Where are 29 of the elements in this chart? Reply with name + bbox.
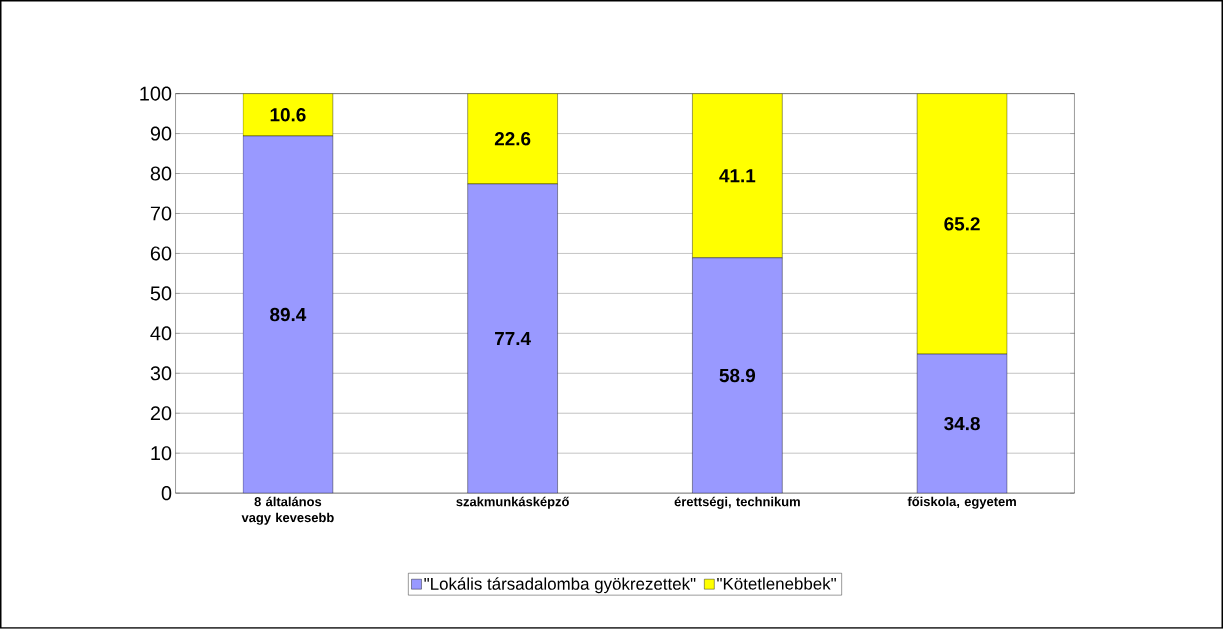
data-label: 34.8 xyxy=(944,417,980,431)
y-tick-label: 90 xyxy=(150,126,172,141)
legend-label: "Kötetlenebbek" xyxy=(717,577,836,590)
y-tick-label: 40 xyxy=(150,326,172,341)
y-tick-label: 70 xyxy=(150,206,172,221)
x-tick-label: szakmunkásképző xyxy=(456,496,569,509)
data-label: 22.6 xyxy=(494,132,531,146)
data-label: 77.4 xyxy=(495,332,531,346)
y-tick-label: 30 xyxy=(150,366,172,381)
data-label: 89.4 xyxy=(270,308,307,322)
x-tick-label: érettségi, technikum xyxy=(674,496,800,510)
bar xyxy=(242,135,334,494)
y-tick-label: 10 xyxy=(151,446,172,461)
data-label: 58.9 xyxy=(719,368,756,383)
x-tick-label: főiskola, egyetem xyxy=(907,496,1016,509)
bar xyxy=(467,183,558,494)
y-tick-label: 20 xyxy=(150,406,172,421)
data-label: 41.1 xyxy=(719,169,756,183)
y-tick-label: 80 xyxy=(150,166,172,181)
x-tick-label: 8 általános vagy kevesebb xyxy=(241,496,334,525)
legend-label: "Lokális társadalomba gyökrezettek" xyxy=(424,577,696,594)
data-label: 10.6 xyxy=(270,108,306,122)
y-tick-label: 0 xyxy=(161,486,172,501)
data-label: 65.2 xyxy=(944,217,980,231)
y-tick-label: 50 xyxy=(150,286,172,301)
bar xyxy=(692,257,783,494)
y-tick-label: 100 xyxy=(140,86,172,101)
y-tick-label: 60 xyxy=(150,246,172,261)
bar xyxy=(916,354,1008,494)
